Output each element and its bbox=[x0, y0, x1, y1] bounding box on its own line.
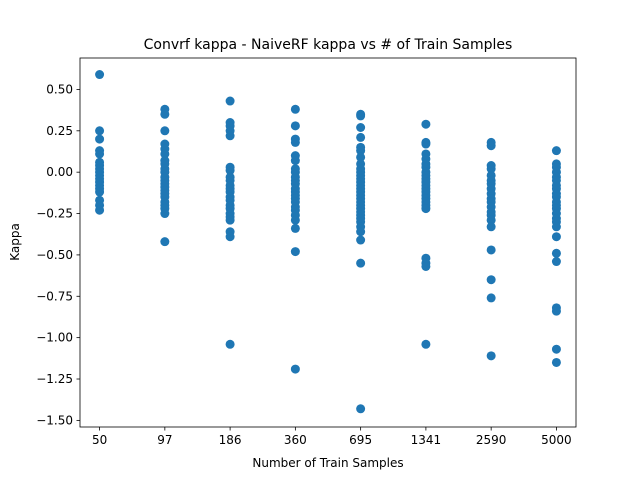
scatter-point bbox=[290, 247, 300, 257]
scatter-point bbox=[421, 204, 431, 214]
y-tick-label: 0.00 bbox=[46, 165, 73, 179]
x-tick-label: 50 bbox=[92, 433, 107, 447]
scatter-point bbox=[551, 232, 561, 242]
scatter-point bbox=[486, 293, 496, 303]
scatter-point bbox=[160, 126, 170, 136]
scatter-point bbox=[356, 404, 366, 414]
scatter-point bbox=[160, 149, 170, 159]
scatter-point bbox=[486, 222, 496, 232]
scatter-point bbox=[356, 122, 366, 132]
scatter-point bbox=[290, 137, 300, 147]
axes-frame bbox=[79, 57, 577, 428]
scatter-point bbox=[225, 166, 235, 176]
x-tick-label: 5000 bbox=[541, 433, 572, 447]
chart-title: Convrf kappa - NaiveRF kappa vs # of Tra… bbox=[144, 37, 513, 53]
scatter-point bbox=[486, 215, 496, 225]
x-tick-label: 695 bbox=[349, 433, 372, 447]
scatter-point bbox=[160, 209, 170, 219]
scatter-point bbox=[421, 261, 431, 271]
y-tick-label: −0.50 bbox=[36, 248, 73, 262]
x-tick-label: 186 bbox=[219, 433, 242, 447]
scatter-point bbox=[290, 223, 300, 233]
scatter-point bbox=[290, 215, 300, 225]
scatter-point bbox=[290, 156, 300, 166]
scatter-point bbox=[225, 215, 235, 225]
scatter-point bbox=[551, 146, 561, 156]
scatter-point bbox=[356, 111, 366, 121]
scatter-point bbox=[290, 364, 300, 374]
scatter-point bbox=[225, 131, 235, 141]
scatter-point bbox=[421, 339, 431, 349]
scatter-point bbox=[421, 119, 431, 129]
scatter-point bbox=[95, 134, 105, 144]
scatter-point bbox=[95, 149, 105, 159]
scatter-point bbox=[486, 164, 496, 174]
scatter-point bbox=[356, 146, 366, 156]
y-tick-label: 0.50 bbox=[46, 82, 73, 96]
scatter-point bbox=[290, 104, 300, 114]
scatter-point bbox=[551, 344, 561, 354]
y-axis-title: Kappa bbox=[8, 223, 22, 261]
scatter-point bbox=[356, 258, 366, 268]
y-tick-label: −1.00 bbox=[36, 331, 73, 345]
plot-area bbox=[95, 70, 561, 414]
x-axis: 50 97 186 360 695 1341 2590 5000 bbox=[92, 427, 572, 447]
scatter-point bbox=[356, 132, 366, 142]
scatter-point bbox=[95, 205, 105, 215]
y-tick-label: −0.75 bbox=[36, 289, 73, 303]
scatter-point bbox=[551, 306, 561, 316]
y-axis: 0.50 0.25 0.00 −0.25 −0.50 −0.75 −1.00 −1.25 −1.… bbox=[36, 82, 80, 427]
scatter-point bbox=[486, 351, 496, 361]
scatter-point bbox=[95, 126, 105, 136]
scatter-point bbox=[160, 237, 170, 247]
scatter-point bbox=[356, 235, 366, 245]
x-tick-label: 1341 bbox=[411, 433, 442, 447]
scatter-point bbox=[225, 232, 235, 242]
y-tick-label: −1.50 bbox=[36, 413, 73, 427]
x-axis-title: Number of Train Samples bbox=[252, 456, 403, 470]
y-tick-label: −1.25 bbox=[36, 372, 73, 386]
x-tick-label: 2590 bbox=[476, 433, 507, 447]
scatter-point bbox=[486, 275, 496, 285]
scatter-point bbox=[160, 109, 170, 119]
scatter-point bbox=[551, 257, 561, 267]
scatter-point bbox=[551, 222, 561, 232]
x-tick-label: 97 bbox=[157, 433, 172, 447]
scatter-point bbox=[356, 152, 366, 162]
scatter-point bbox=[356, 227, 366, 237]
y-tick-label: 0.25 bbox=[46, 124, 73, 138]
scatter-point bbox=[225, 339, 235, 349]
scatter-point bbox=[486, 245, 496, 255]
scatter-point bbox=[290, 121, 300, 131]
scatter-point bbox=[95, 70, 105, 80]
scatter-point bbox=[551, 357, 561, 367]
scatter-point bbox=[95, 187, 105, 197]
y-tick-label: −0.25 bbox=[36, 207, 73, 221]
scatter-point bbox=[486, 141, 496, 151]
scatter-point bbox=[551, 248, 561, 258]
x-tick-label: 360 bbox=[284, 433, 307, 447]
scatter-point bbox=[225, 96, 235, 106]
scatter-point bbox=[421, 139, 431, 149]
